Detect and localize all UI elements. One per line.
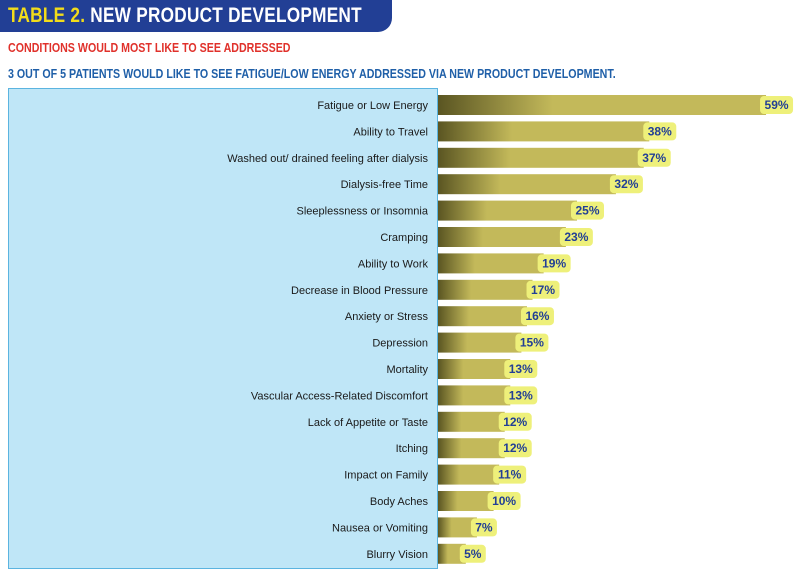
value-label: 13% xyxy=(509,362,533,376)
category-label: Impact on Family xyxy=(344,470,428,482)
bar xyxy=(438,95,767,115)
bar xyxy=(438,359,511,379)
category-label: Nausea or Vomiting xyxy=(332,522,428,534)
category-label: Fatigue or Low Energy xyxy=(317,100,428,112)
bar xyxy=(438,491,494,511)
value-badge xyxy=(487,492,521,510)
title-rest: NEW PRODUCT DEVELOPMENT xyxy=(85,4,362,27)
bar xyxy=(438,332,522,353)
category-label: Vascular Access-Related Discomfort xyxy=(251,390,428,402)
bar xyxy=(438,543,466,564)
value-badge xyxy=(643,122,677,141)
value-badge xyxy=(459,544,486,563)
bar xyxy=(438,438,505,459)
category-label: Itching xyxy=(396,443,428,455)
value-badge xyxy=(637,148,671,167)
title-lead: TABLE 2. xyxy=(8,4,86,27)
chart-note: 3 OUT OF 5 PATIENTS WOULD LIKE TO SEE FA… xyxy=(8,66,616,81)
bar xyxy=(438,227,566,247)
category-label: Blurry Vision xyxy=(366,549,428,561)
value-badge xyxy=(493,465,527,484)
value-label: 5% xyxy=(464,547,482,561)
category-label: Washed out/ drained feeling after dialys… xyxy=(227,153,428,165)
value-badge xyxy=(515,333,549,352)
value-label: 32% xyxy=(614,177,638,191)
value-label: 13% xyxy=(509,388,533,402)
value-label: 59% xyxy=(765,98,789,112)
bar xyxy=(438,253,544,274)
value-label: 15% xyxy=(520,336,544,350)
value-label: 17% xyxy=(531,283,555,297)
category-label: Ability to Work xyxy=(358,258,429,270)
category-label: Anxiety or Stress xyxy=(345,311,429,323)
bar xyxy=(438,464,500,485)
value-badge xyxy=(504,360,538,378)
bar xyxy=(438,385,511,406)
bar xyxy=(438,306,527,327)
value-label: 25% xyxy=(575,204,599,218)
value-label: 10% xyxy=(492,494,516,508)
value-badge xyxy=(526,280,560,299)
bar xyxy=(438,411,505,432)
value-badge xyxy=(470,518,497,537)
category-label: Decrease in Blood Pressure xyxy=(291,285,428,297)
value-badge xyxy=(760,96,794,114)
value-badge xyxy=(498,439,532,458)
value-label: 19% xyxy=(542,256,566,270)
category-label: Dialysis-free Time xyxy=(341,179,428,191)
value-badge xyxy=(571,201,604,220)
category-label: Depression xyxy=(372,338,428,350)
bar xyxy=(438,200,577,221)
category-label: Cramping xyxy=(380,232,428,244)
value-badge xyxy=(609,175,643,194)
value-badge xyxy=(498,412,532,431)
value-badge xyxy=(559,228,593,246)
category-label: Lack of Appetite or Taste xyxy=(308,417,428,429)
category-label: Ability to Travel xyxy=(353,126,428,138)
category-label: Body Aches xyxy=(370,496,429,508)
value-label: 7% xyxy=(475,520,493,534)
value-label: 16% xyxy=(525,309,549,323)
value-label: 12% xyxy=(503,415,527,429)
bar xyxy=(438,517,477,538)
bar xyxy=(438,147,644,168)
value-badge xyxy=(504,386,538,405)
bar xyxy=(438,279,533,300)
value-label: 11% xyxy=(498,468,522,482)
value-badge xyxy=(520,307,554,326)
chart-subtitle: CONDITIONS WOULD MOST LIKE TO SEE ADDRES… xyxy=(8,40,291,55)
bar xyxy=(438,174,616,195)
title-banner: TABLE 2. NEW PRODUCT DEVELOPMENT xyxy=(0,0,392,32)
category-label: Sleeplessness or Insomnia xyxy=(297,206,429,218)
value-label: 37% xyxy=(642,151,666,165)
value-label: 38% xyxy=(648,124,672,138)
value-label: 23% xyxy=(564,230,588,244)
value-label: 12% xyxy=(503,441,527,455)
bar xyxy=(438,121,650,142)
category-label: Mortality xyxy=(386,364,428,376)
value-badge xyxy=(537,254,571,273)
chart-title: TABLE 2. NEW PRODUCT DEVELOPMENT xyxy=(8,4,362,28)
category-label-panel xyxy=(8,88,438,569)
